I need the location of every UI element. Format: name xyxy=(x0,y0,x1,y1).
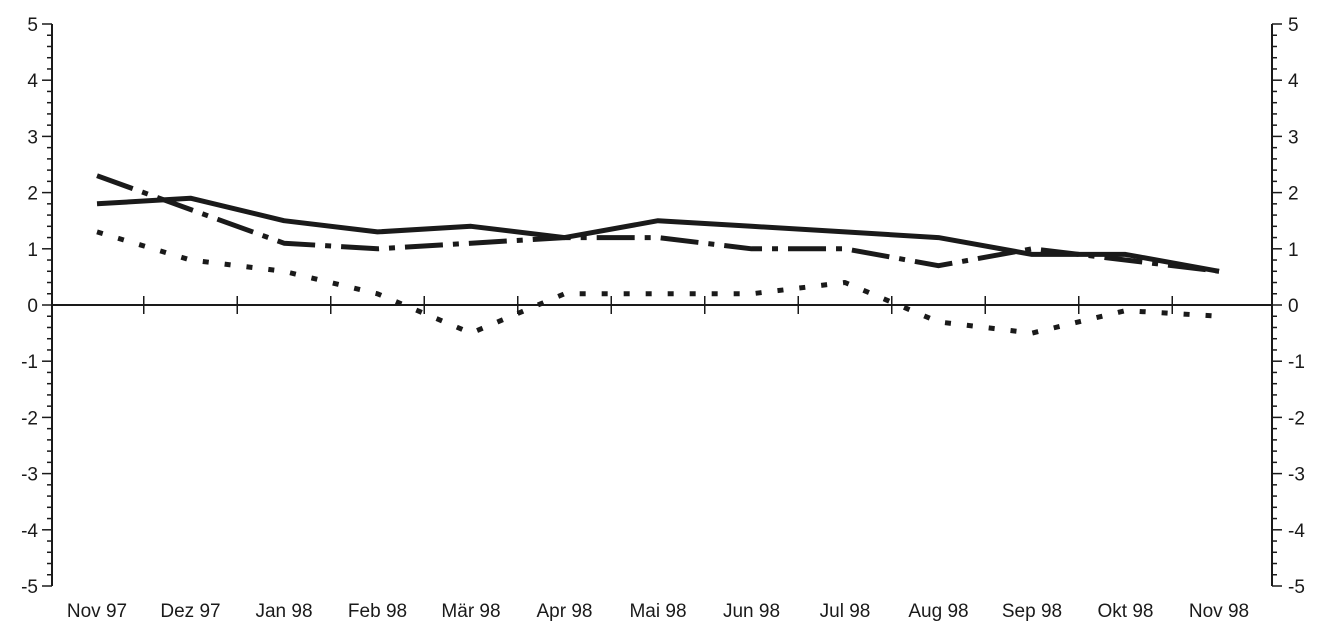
x-tick-label: Jan 98 xyxy=(255,601,312,622)
y-tick-label-left: -2 xyxy=(21,408,38,429)
x-tick-label: Jul 98 xyxy=(820,601,871,622)
y-tick-label-right: -1 xyxy=(1288,352,1305,373)
x-tick-label: Jun 98 xyxy=(723,601,780,622)
data-point-dotted xyxy=(189,258,193,262)
x-tick-label: Aug 98 xyxy=(908,601,968,622)
x-tick-label: Mär 98 xyxy=(441,601,500,622)
x-tick-label: Apr 98 xyxy=(537,601,593,622)
data-point-dotted xyxy=(1217,314,1221,318)
y-tick-label-left: -5 xyxy=(21,577,38,598)
y-tick-label-right: 1 xyxy=(1288,240,1299,261)
y-tick-label-right: 4 xyxy=(1288,71,1299,92)
data-point-dotted xyxy=(469,331,473,335)
data-point-dotted xyxy=(282,269,286,273)
data-point-dotted xyxy=(750,292,754,296)
y-tick-label-right: 3 xyxy=(1288,127,1299,148)
x-tick-label: Feb 98 xyxy=(348,601,407,622)
y-tick-label-left: 4 xyxy=(27,71,38,92)
x-tick-label: Nov 97 xyxy=(67,601,127,622)
y-tick-label-left: -1 xyxy=(21,352,38,373)
data-point-dotted xyxy=(1124,309,1128,313)
y-tick-label-right: 2 xyxy=(1288,184,1299,205)
x-tick-label: Dez 97 xyxy=(160,601,220,622)
tick-marks xyxy=(42,23,1282,587)
data-point-dash-dot xyxy=(843,247,847,251)
series-line-dotted xyxy=(96,229,1220,336)
series-line-dash-dot xyxy=(96,173,1220,274)
y-tick-label-left: -4 xyxy=(21,521,38,542)
x-tick-label: Sep 98 xyxy=(1002,601,1062,622)
tick-labels: 5 5 4 4 3 3 2 2 1 1 0 0 -1 -1 -2 -2 -3 -3 -4 -4 -5 -5 Nov 97 De… xyxy=(21,15,1305,622)
data-point-dotted xyxy=(656,292,660,296)
data-point-dash-dot xyxy=(656,236,660,240)
x-tick-label: Nov 98 xyxy=(1189,601,1249,622)
axes xyxy=(51,24,1273,586)
y-tick-label-left: 2 xyxy=(27,184,38,205)
y-tick-label-left: 0 xyxy=(27,296,38,317)
data-point-dotted xyxy=(937,320,941,324)
series-lines xyxy=(96,173,1221,336)
y-tick-label-left: 5 xyxy=(27,15,38,36)
y-tick-label-left: 3 xyxy=(27,127,38,148)
y-tick-label-left: -3 xyxy=(21,465,38,486)
series-line-solid xyxy=(96,195,1220,274)
y-tick-label-right: 0 xyxy=(1288,296,1299,317)
y-tick-label-left: 1 xyxy=(27,240,38,261)
y-tick-label-right: -2 xyxy=(1288,408,1305,429)
x-tick-label: Okt 98 xyxy=(1098,601,1154,622)
y-tick-label-right: -3 xyxy=(1288,465,1305,486)
x-tick-label: Mai 98 xyxy=(629,601,686,622)
y-tick-label-right: 5 xyxy=(1288,15,1299,36)
y-tick-label-right: -5 xyxy=(1288,577,1305,598)
y-tick-label-right: -4 xyxy=(1288,521,1305,542)
